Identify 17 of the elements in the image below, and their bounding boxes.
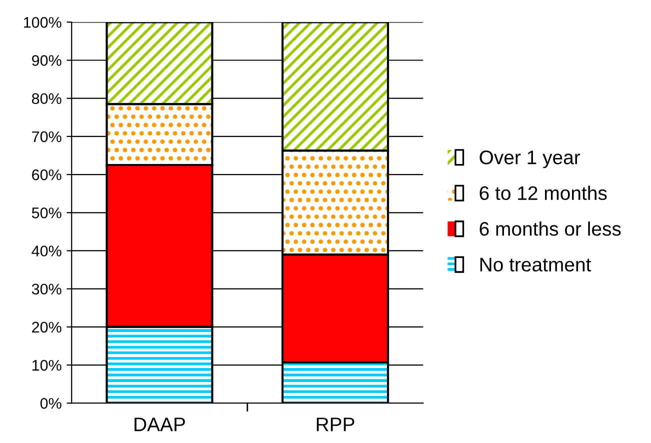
y-tick-label: 100%	[24, 17, 62, 28]
legend-label: Over 1 year	[480, 150, 580, 168]
y-tick-label: 50%	[32, 208, 62, 218]
y-tick-label: 80%	[32, 93, 62, 104]
y-tick-label: 0%	[40, 398, 62, 409]
legend-label: No treatment	[480, 258, 592, 272]
y-tick-label: 30%	[32, 284, 62, 295]
legend-label: 6 to 12 months	[480, 186, 607, 200]
y-tick-label: 90%	[32, 55, 62, 66]
x-tick-label: DAAP	[134, 418, 185, 432]
y-tick-label: 10%	[32, 360, 62, 371]
y-tick-label: 70%	[32, 131, 62, 142]
y-tick-label: 20%	[32, 322, 62, 333]
x-tick-label: RPP	[316, 418, 354, 432]
y-tick-label: 40%	[32, 246, 62, 256]
y-tick-label: 60%	[32, 169, 62, 180]
legend-label: 6 months or less	[480, 221, 621, 236]
